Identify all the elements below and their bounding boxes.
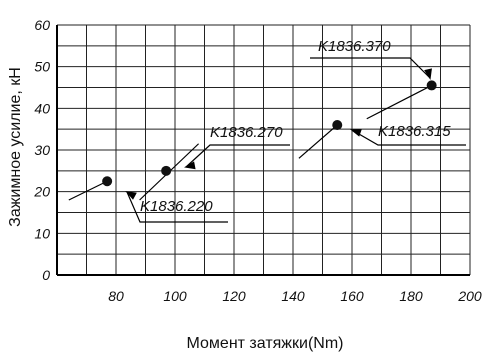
tick-labels: 0 10 20 30 40 50 60 80 100 120 140 160 180 200 bbox=[33, 17, 481, 304]
series-4: K1836.370 bbox=[310, 38, 437, 120]
y-tick-label: 10 bbox=[34, 225, 50, 241]
series-label: K1836.370 bbox=[318, 38, 391, 55]
series-1: K1836.220 bbox=[68, 176, 228, 223]
y-tick-label: 30 bbox=[34, 142, 50, 158]
callout-leader bbox=[310, 57, 431, 79]
series-2: K1836.270 bbox=[139, 124, 290, 201]
series-label: K1836.315 bbox=[378, 123, 451, 140]
callout-leader bbox=[351, 129, 466, 146]
data-point bbox=[102, 176, 113, 187]
y-tick-label: 40 bbox=[34, 100, 50, 116]
data-point bbox=[332, 120, 343, 130]
trend-line bbox=[366, 84, 432, 120]
x-tick-label: 100 bbox=[163, 288, 187, 304]
y-tick-label: 0 bbox=[42, 267, 50, 283]
y-tick-label: 60 bbox=[34, 17, 50, 33]
callout-arrowhead bbox=[184, 161, 196, 170]
x-tick-label: 200 bbox=[457, 288, 482, 304]
x-tick-label: 140 bbox=[281, 288, 305, 304]
x-tick-label: 180 bbox=[399, 288, 423, 304]
grid bbox=[56, 24, 471, 276]
x-axis-title: Момент затяжки(Nm) bbox=[187, 335, 344, 352]
trend-line bbox=[298, 124, 338, 159]
series-3: K1836.315 bbox=[298, 120, 466, 159]
x-tick-label: 160 bbox=[340, 288, 364, 304]
series-group: K1836.220 K1836.270 K1836.315 K1836.370 bbox=[68, 38, 466, 223]
series-label: K1836.270 bbox=[210, 124, 283, 141]
x-tick-label: 80 bbox=[108, 288, 124, 304]
callout-arrowhead bbox=[125, 191, 137, 200]
data-point bbox=[161, 165, 172, 176]
y-axis-title: Зажимное усилие, кН bbox=[7, 67, 24, 227]
callout-arrowhead bbox=[350, 129, 362, 137]
callout-arrowhead bbox=[424, 68, 432, 80]
y-tick-label: 50 bbox=[34, 59, 50, 75]
series-label: K1836.220 bbox=[140, 198, 213, 215]
data-point bbox=[426, 80, 437, 91]
trend-line bbox=[68, 180, 108, 201]
callout-leader bbox=[185, 144, 290, 168]
y-tick-label: 20 bbox=[33, 184, 50, 200]
callout-leader bbox=[126, 191, 228, 223]
x-tick-label: 120 bbox=[222, 288, 246, 304]
